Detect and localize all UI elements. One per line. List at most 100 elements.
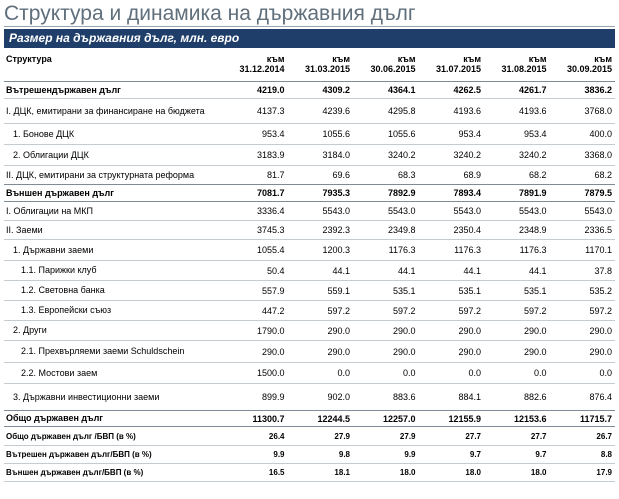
column-header-date: към 31.07.2015 xyxy=(419,52,485,82)
table-row: II. ДЦК, емитирани за структурната рефор… xyxy=(4,166,615,185)
column-header-date-value: 31.07.2015 xyxy=(435,64,481,74)
row-value: 290.0 xyxy=(523,346,547,357)
row-value: 7879.5 xyxy=(584,188,612,198)
row-value: 68.2 xyxy=(528,170,547,180)
row-value: 7891.9 xyxy=(518,188,547,198)
row-label: Вътрешен държавен дълг/БВП (в %) xyxy=(6,450,152,459)
row-value: 16.5 xyxy=(268,468,285,477)
row-value: 1055.6 xyxy=(322,129,350,139)
row-label: 2.2. Мостови заем xyxy=(21,367,98,378)
row-value: 68.2 xyxy=(594,170,612,180)
row-label: I. ДЦК, емитирани за финансиране на бюдж… xyxy=(6,105,205,116)
row-value: 290.0 xyxy=(327,325,350,336)
row-value: 535.1 xyxy=(458,285,481,296)
column-header-prefix: към xyxy=(463,54,481,64)
row-value: 953.4 xyxy=(458,129,481,139)
column-header-prefix: към xyxy=(528,54,547,64)
row-value: 1176.3 xyxy=(519,245,547,255)
table-row: Вътрешен държавен дълг/БВП (в %) 9.9 9.8 9.… xyxy=(4,446,615,464)
row-value: 4193.6 xyxy=(453,106,481,116)
row-value: 1055.4 xyxy=(256,245,285,255)
column-header-date: към 31.08.2015 xyxy=(484,52,550,82)
row-label: Вътрешендържавен дълг xyxy=(6,84,121,95)
row-value: 876.4 xyxy=(589,392,612,402)
row-value: 5543.0 xyxy=(518,206,547,216)
table-row: 2.1. Прехвърляеми заеми Schuldschein 290.… xyxy=(4,341,615,363)
row-value: 12244.5 xyxy=(317,413,350,424)
row-value: 559.1 xyxy=(327,285,350,296)
table-row: 2.2. Мостови заем 1500.0 0.0 0.0 0.0 0.0 0.0 xyxy=(4,363,615,384)
row-value: 18.0 xyxy=(530,468,547,477)
row-value: 50.4 xyxy=(266,265,285,276)
row-value: 9.8 xyxy=(338,450,350,459)
row-value: 68.9 xyxy=(463,170,481,180)
row-value: 3745.3 xyxy=(256,225,285,235)
table-row: 1.2. Световна банка 557.9 559.1 535.1 535.1 5… xyxy=(4,281,615,301)
row-value: 81.7 xyxy=(266,170,285,180)
row-value: 597.2 xyxy=(523,305,547,316)
row-value: 7935.3 xyxy=(322,188,350,198)
row-value: 290.0 xyxy=(458,346,481,357)
row-value: 26.4 xyxy=(268,431,285,441)
row-value: 12153.6 xyxy=(513,413,547,424)
row-value: 2349.8 xyxy=(387,225,416,235)
column-header-date: към 31.12.2014 xyxy=(222,52,288,82)
row-value: 3184.0 xyxy=(322,150,350,160)
row-value: 902.0 xyxy=(327,392,350,402)
row-value: 3368.0 xyxy=(584,150,612,160)
row-value: 535.1 xyxy=(392,285,416,296)
row-value: 4261.7 xyxy=(518,85,547,95)
column-header-date-value: 31.12.2014 xyxy=(239,64,285,74)
row-value: 2350.4 xyxy=(453,225,481,235)
table-row: 1.1. Парижки клуб 50.4 44.1 44.1 44.1 44.1 37.… xyxy=(4,261,615,281)
table-header-row: Структура към 31.12.2014 към 31.03.2015 къ… xyxy=(4,52,615,82)
column-header-date-value: 30.06.2015 xyxy=(370,64,416,74)
row-value: 1176.3 xyxy=(454,245,481,255)
row-value: 12155.9 xyxy=(448,413,481,424)
row-value: 4193.6 xyxy=(518,106,547,116)
row-value: 290.0 xyxy=(392,346,416,357)
table-row: I. ДЦК, емитирани за финансиране на бюдж… xyxy=(4,99,615,124)
row-label: 1.1. Парижки клуб xyxy=(21,265,97,275)
row-value: 8.8 xyxy=(600,450,612,459)
row-value: 44.1 xyxy=(332,265,350,276)
row-value: 953.4 xyxy=(261,129,285,139)
row-value: 1176.3 xyxy=(388,245,416,255)
row-value: 11715.7 xyxy=(579,413,612,424)
row-label: 2. Облигации ДЦК xyxy=(13,149,89,160)
row-value: 69.6 xyxy=(332,170,350,180)
row-value: 290.0 xyxy=(589,346,612,357)
table-row: Вътрешендържавен дълг 4219.0 4309.2 4364.1 4… xyxy=(4,82,615,99)
row-value: 597.2 xyxy=(327,305,350,316)
row-value: 7081.7 xyxy=(256,188,285,198)
row-value: 11300.7 xyxy=(252,413,285,424)
row-value: 3240.2 xyxy=(518,150,547,160)
row-value: 9.9 xyxy=(404,450,416,459)
row-value: 44.1 xyxy=(463,265,481,276)
row-value: 3336.4 xyxy=(256,206,285,216)
row-value: 290.0 xyxy=(327,346,350,357)
row-value: 37.8 xyxy=(594,265,612,276)
row-value: 535.2 xyxy=(589,285,612,296)
row-value: 597.2 xyxy=(589,305,612,316)
row-label: 3. Държавни инвестиционни заеми xyxy=(13,391,160,402)
row-label: 1. Държавни заеми xyxy=(13,244,94,255)
row-label: Общо държавен дълг /БВП (в %) xyxy=(6,431,136,441)
row-value: 1170.1 xyxy=(585,245,612,255)
row-label: II. Заеми xyxy=(6,224,43,235)
row-value: 4364.1 xyxy=(387,85,416,95)
row-value: 2392.3 xyxy=(322,225,350,235)
row-value: 4309.2 xyxy=(322,85,350,95)
row-value: 0.0 xyxy=(402,368,416,378)
row-value: 597.2 xyxy=(392,305,416,316)
row-value: 9.7 xyxy=(469,450,481,459)
row-value: 68.3 xyxy=(397,170,416,180)
row-value: 0.0 xyxy=(599,368,612,378)
row-label: Общо държавен дълг xyxy=(6,413,104,423)
row-value: 447.2 xyxy=(261,305,285,316)
row-value: 7893.4 xyxy=(453,188,481,198)
row-value: 27.9 xyxy=(399,431,416,441)
row-value: 27.9 xyxy=(334,431,350,441)
debt-table: Структура към 31.12.2014 към 31.03.2015 къ… xyxy=(4,52,615,482)
row-label: 1.2. Световна банка xyxy=(21,285,105,295)
